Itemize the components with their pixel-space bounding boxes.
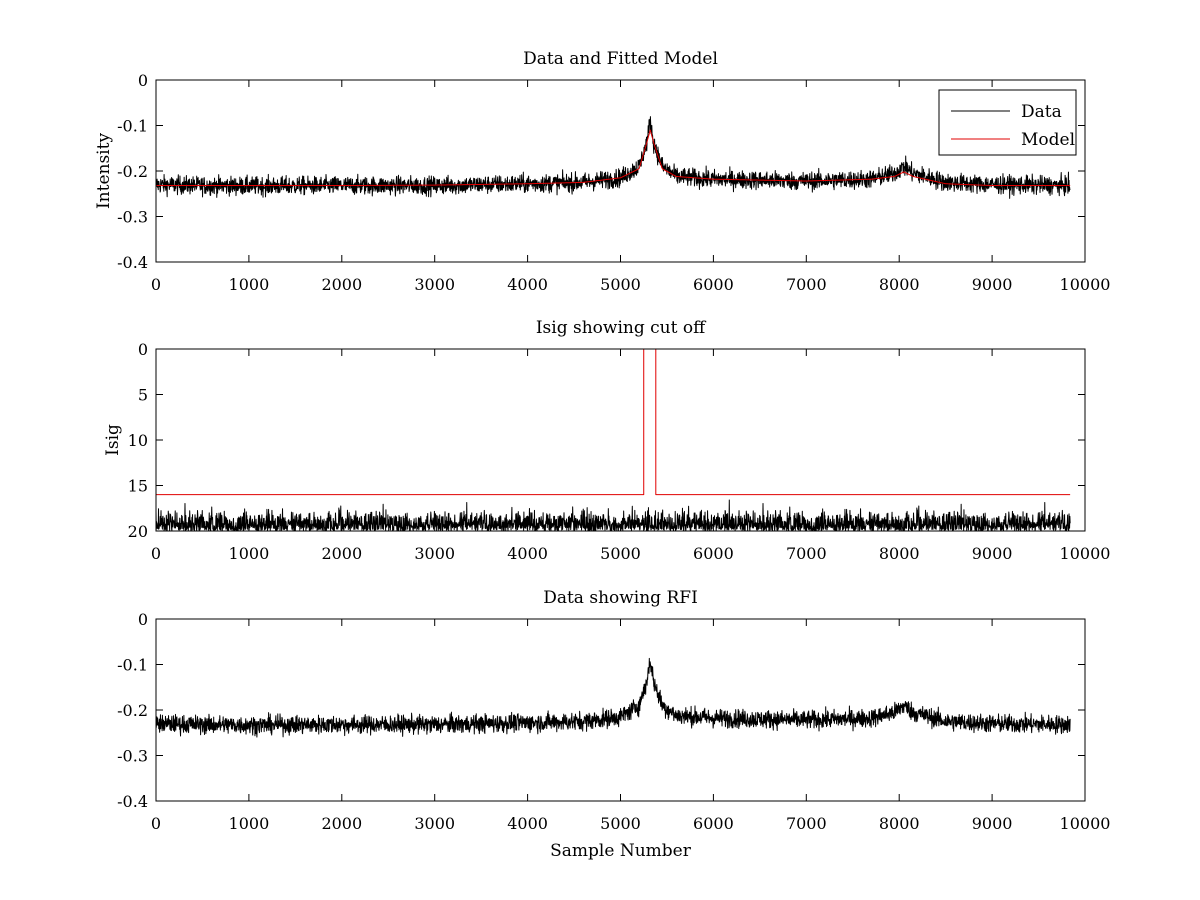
- x-tick-label: 1000: [229, 814, 270, 833]
- x-axis-label: Sample Number: [550, 841, 692, 861]
- x-tick-label: 3000: [414, 814, 455, 833]
- x-tick-label: 4000: [507, 275, 548, 294]
- y-axis-label: Isig: [103, 424, 123, 456]
- x-tick-label: 5000: [600, 544, 641, 563]
- x-tick-label: 0: [151, 275, 161, 294]
- x-tick-label: 8000: [879, 544, 920, 563]
- x-tick-label: 2000: [321, 544, 362, 563]
- y-tick-label: 0: [138, 340, 148, 359]
- x-tick-label: 10000: [1060, 544, 1111, 563]
- series-line-isig: [156, 499, 1071, 531]
- x-tick-label: 10000: [1060, 275, 1111, 294]
- legend: Data Model: [938, 89, 1077, 156]
- x-tick-label: 1000: [229, 275, 270, 294]
- x-tick-label: 4000: [507, 544, 548, 563]
- series-line-cut-off: [156, 349, 1071, 496]
- x-tick-label: 8000: [879, 275, 920, 294]
- x-tick-label: 5000: [600, 814, 641, 833]
- x-tick-label: 0: [151, 814, 161, 833]
- x-tick-label: 3000: [414, 544, 455, 563]
- panel-title: Data showing RFI: [543, 588, 698, 608]
- x-tick-label: 7000: [786, 544, 827, 563]
- x-tick-label: 9000: [972, 544, 1013, 563]
- x-tick-label: 3000: [414, 275, 455, 294]
- x-tick-label: 5000: [600, 275, 641, 294]
- x-tick-label: 9000: [972, 814, 1013, 833]
- plot-area: [156, 657, 1071, 738]
- x-tick-label: 2000: [321, 275, 362, 294]
- panel-data-and-fitted-model: Data and Fitted Model Intensity 0 1000 200…: [94, 49, 1110, 294]
- y-tick-label: -0.4: [117, 792, 148, 811]
- y-tick-label: 10: [128, 431, 148, 450]
- x-tick-label: 2000: [321, 814, 362, 833]
- x-tick-label: 6000: [693, 544, 734, 563]
- y-tick-label: -0.2: [117, 162, 148, 181]
- x-tick-label: 7000: [786, 814, 827, 833]
- panel-title: Isig showing cut off: [536, 318, 707, 338]
- x-tick-label: 8000: [879, 814, 920, 833]
- y-tick-label: 20: [128, 522, 148, 541]
- x-tick-label: 1000: [229, 544, 270, 563]
- y-tick-label: -0.1: [117, 656, 148, 675]
- series-line-data: [156, 657, 1071, 738]
- x-tick-label: 9000: [972, 275, 1013, 294]
- y-axis-label: Intensity: [94, 133, 114, 209]
- y-tick-label: -0.3: [117, 208, 148, 227]
- x-tick-label: 6000: [693, 814, 734, 833]
- panel-data-showing-rfi: Data showing RFI Sample Number 0 1000 2000…: [117, 588, 1110, 861]
- legend-label-model: Model: [1021, 130, 1075, 150]
- y-tick-label: -0.2: [117, 701, 148, 720]
- y-tick-label: 5: [138, 386, 148, 405]
- y-tick-label: 15: [128, 477, 148, 496]
- x-tick-label: 10000: [1060, 814, 1111, 833]
- y-tick-label: 0: [138, 610, 148, 629]
- legend-box: [938, 89, 1077, 156]
- plot-area: [156, 116, 1071, 199]
- y-tick-label: -0.3: [117, 747, 148, 766]
- y-tick-label: -0.1: [117, 117, 148, 136]
- series-line-data: [156, 116, 1071, 199]
- x-tick-label: 0: [151, 544, 161, 563]
- y-tick-label: 0: [138, 71, 148, 90]
- x-tick-label: 7000: [786, 275, 827, 294]
- x-tick-label: 6000: [693, 275, 734, 294]
- legend-label-data: Data: [1021, 102, 1062, 122]
- panel-title: Data and Fitted Model: [523, 49, 718, 69]
- panel-isig-showing-cut-off: Isig showing cut off Isig 0 1000 2000 3000 4…: [103, 318, 1110, 563]
- series-line-model: [156, 129, 1071, 187]
- x-tick-label: 4000: [507, 814, 548, 833]
- plot-area: [156, 349, 1071, 531]
- y-tick-label: -0.4: [117, 253, 148, 272]
